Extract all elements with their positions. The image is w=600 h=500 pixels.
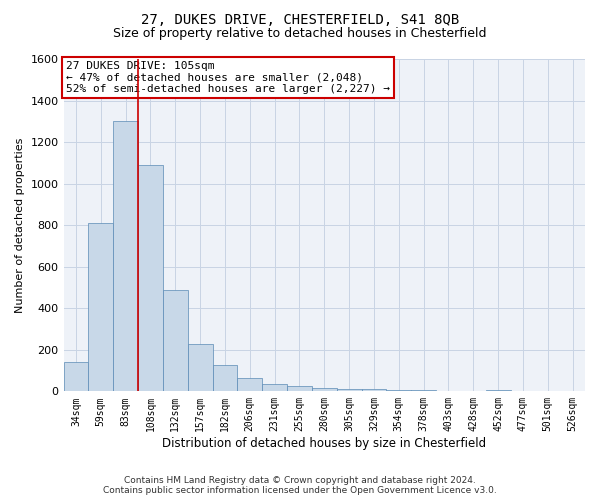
Text: Contains HM Land Registry data © Crown copyright and database right 2024.
Contai: Contains HM Land Registry data © Crown c… xyxy=(103,476,497,495)
Bar xyxy=(113,122,138,392)
Bar xyxy=(386,390,411,392)
Bar xyxy=(64,362,88,392)
Text: 27, DUKES DRIVE, CHESTERFIELD, S41 8QB: 27, DUKES DRIVE, CHESTERFIELD, S41 8QB xyxy=(141,12,459,26)
Bar xyxy=(337,390,362,392)
Bar xyxy=(411,390,436,392)
Bar xyxy=(163,290,188,392)
Text: Size of property relative to detached houses in Chesterfield: Size of property relative to detached ho… xyxy=(113,28,487,40)
X-axis label: Distribution of detached houses by size in Chesterfield: Distribution of detached houses by size … xyxy=(162,437,487,450)
Text: 27 DUKES DRIVE: 105sqm
← 47% of detached houses are smaller (2,048)
52% of semi-: 27 DUKES DRIVE: 105sqm ← 47% of detached… xyxy=(66,60,390,94)
Bar xyxy=(312,388,337,392)
Bar xyxy=(485,390,511,392)
Bar xyxy=(238,378,262,392)
Bar xyxy=(88,223,113,392)
Bar xyxy=(138,165,163,392)
Bar xyxy=(262,384,287,392)
Bar xyxy=(362,390,386,392)
Y-axis label: Number of detached properties: Number of detached properties xyxy=(15,138,25,313)
Bar xyxy=(188,344,212,392)
Bar xyxy=(212,366,238,392)
Bar xyxy=(287,386,312,392)
